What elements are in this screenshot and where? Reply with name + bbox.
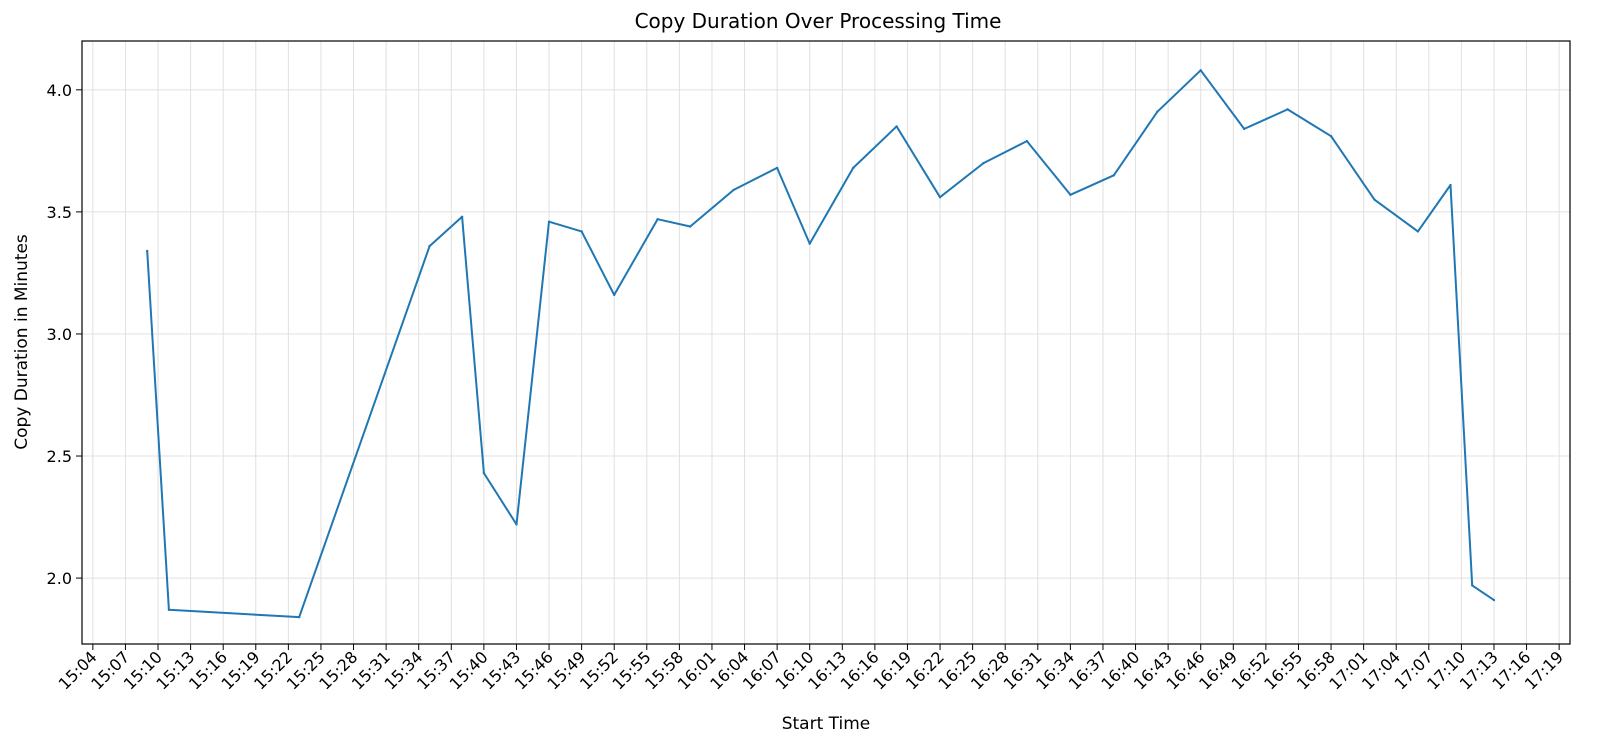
data-point xyxy=(613,293,616,297)
data-point xyxy=(1025,139,1029,143)
data-point xyxy=(732,188,735,192)
y-axis: 2.0 2.5 3.0 3.5 4.0 xyxy=(47,81,82,588)
data-point xyxy=(1242,127,1246,131)
data-point xyxy=(689,225,692,228)
data-point xyxy=(460,215,464,218)
data-point xyxy=(1449,183,1452,187)
data-point xyxy=(298,615,301,619)
data-point xyxy=(1286,108,1289,111)
y-tick-label: 3.0 xyxy=(47,325,72,344)
plot-area xyxy=(81,40,1571,645)
data-point xyxy=(808,242,811,245)
data-point xyxy=(775,166,779,170)
data-point xyxy=(145,249,149,253)
data-point xyxy=(1492,598,1496,602)
series-layer xyxy=(145,69,1496,619)
data-point xyxy=(515,523,518,526)
data-point xyxy=(580,230,583,233)
data-point xyxy=(482,471,486,475)
y-axis-title: Copy Duration in Minutes xyxy=(12,234,32,450)
data-point xyxy=(1373,198,1376,201)
data-point xyxy=(982,161,985,165)
y-tick-label: 3.5 xyxy=(47,203,72,222)
series-line xyxy=(146,69,1495,619)
data-point xyxy=(1416,230,1420,233)
data-point xyxy=(1329,135,1333,138)
data-point xyxy=(167,608,171,612)
x-axis-title: Start Time xyxy=(782,714,871,734)
data-point xyxy=(1069,193,1072,197)
data-point xyxy=(428,244,431,248)
data-point xyxy=(1471,584,1474,587)
data-point xyxy=(1199,69,1202,72)
grid-lines xyxy=(82,41,1570,644)
chart-title: Copy Duration Over Processing Time xyxy=(635,9,1002,33)
data-point xyxy=(895,125,898,128)
y-tick-label: 4.0 xyxy=(47,81,72,100)
data-point xyxy=(547,220,551,223)
data-point xyxy=(938,196,942,199)
y-tick-label: 2.0 xyxy=(47,569,72,588)
data-point xyxy=(851,166,855,170)
data-point xyxy=(656,218,659,221)
data-point xyxy=(1156,110,1159,113)
x-axis: 15:0415:0715:1015:1315:1615:1915:2215:25… xyxy=(55,644,1567,693)
y-tick-label: 2.5 xyxy=(47,447,72,466)
data-point xyxy=(1112,174,1116,177)
